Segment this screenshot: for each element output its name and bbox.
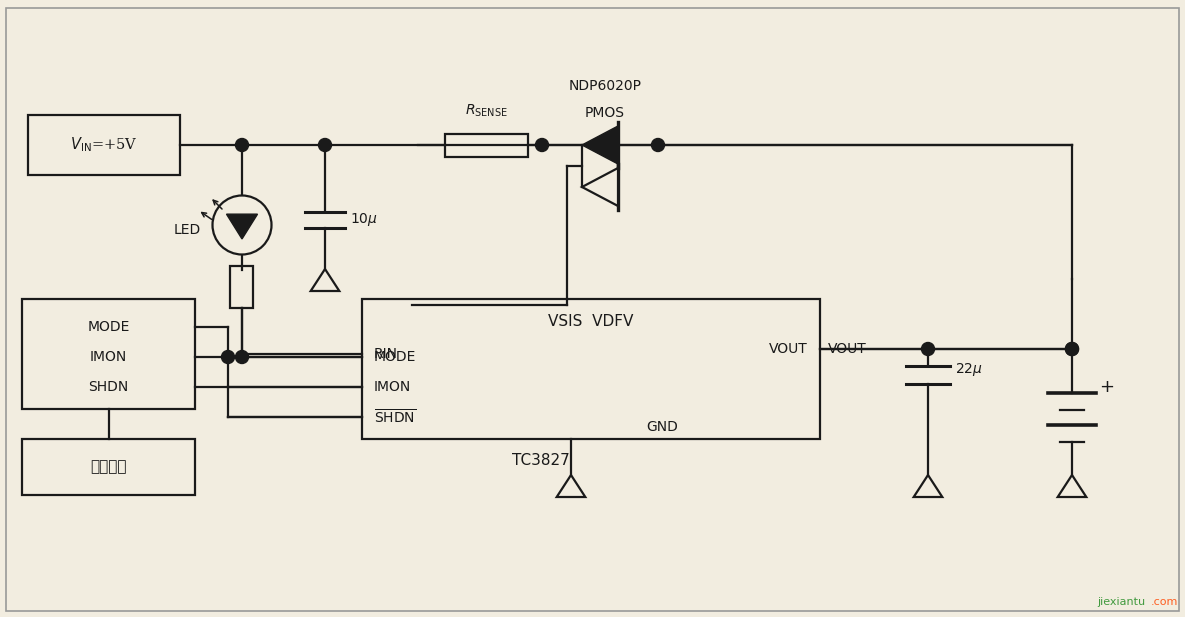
Circle shape	[319, 138, 332, 152]
Polygon shape	[310, 269, 339, 291]
Circle shape	[536, 138, 549, 152]
Circle shape	[236, 350, 249, 363]
Text: IMON: IMON	[90, 350, 127, 364]
Text: IMON: IMON	[374, 380, 411, 394]
Text: SHDN: SHDN	[89, 380, 129, 394]
Text: $10\mu$: $10\mu$	[350, 212, 378, 228]
Text: RIN: RIN	[374, 347, 398, 361]
Text: .com: .com	[1151, 597, 1178, 607]
FancyBboxPatch shape	[23, 439, 196, 495]
Polygon shape	[226, 214, 257, 239]
Circle shape	[922, 342, 935, 355]
Circle shape	[1065, 342, 1078, 355]
Text: GND: GND	[646, 420, 678, 434]
Text: LED: LED	[173, 223, 200, 237]
Text: $R_{\mathrm{SENSE}}$: $R_{\mathrm{SENSE}}$	[465, 102, 508, 119]
FancyBboxPatch shape	[361, 299, 820, 439]
FancyBboxPatch shape	[28, 115, 180, 175]
Text: +: +	[1098, 378, 1114, 396]
Text: $V_{\mathrm{IN}}$=+5V: $V_{\mathrm{IN}}$=+5V	[70, 136, 137, 154]
Text: NDP6020P: NDP6020P	[569, 79, 641, 93]
Polygon shape	[914, 475, 942, 497]
Circle shape	[236, 138, 249, 152]
FancyBboxPatch shape	[446, 133, 529, 157]
FancyBboxPatch shape	[231, 266, 254, 308]
Text: 微控制器: 微控制器	[90, 460, 127, 474]
Text: MODE: MODE	[374, 350, 416, 364]
Text: VOUT: VOUT	[769, 342, 808, 356]
Text: TC3827: TC3827	[512, 453, 570, 468]
Circle shape	[212, 196, 271, 254]
Text: $22\mu$: $22\mu$	[955, 360, 982, 378]
Polygon shape	[557, 475, 585, 497]
Polygon shape	[582, 168, 619, 206]
FancyBboxPatch shape	[23, 299, 196, 409]
Circle shape	[652, 138, 665, 152]
Text: jiexiantu: jiexiantu	[1097, 597, 1145, 607]
Text: $\overline{\mathrm{SHDN}}$: $\overline{\mathrm{SHDN}}$	[374, 408, 416, 426]
Circle shape	[1065, 342, 1078, 355]
Text: VSIS  VDFV: VSIS VDFV	[549, 313, 634, 328]
Polygon shape	[1058, 475, 1087, 497]
Text: PMOS: PMOS	[585, 106, 624, 120]
Polygon shape	[582, 126, 619, 164]
Text: VOUT: VOUT	[828, 342, 866, 356]
Circle shape	[222, 350, 235, 363]
Text: MODE: MODE	[88, 320, 129, 334]
